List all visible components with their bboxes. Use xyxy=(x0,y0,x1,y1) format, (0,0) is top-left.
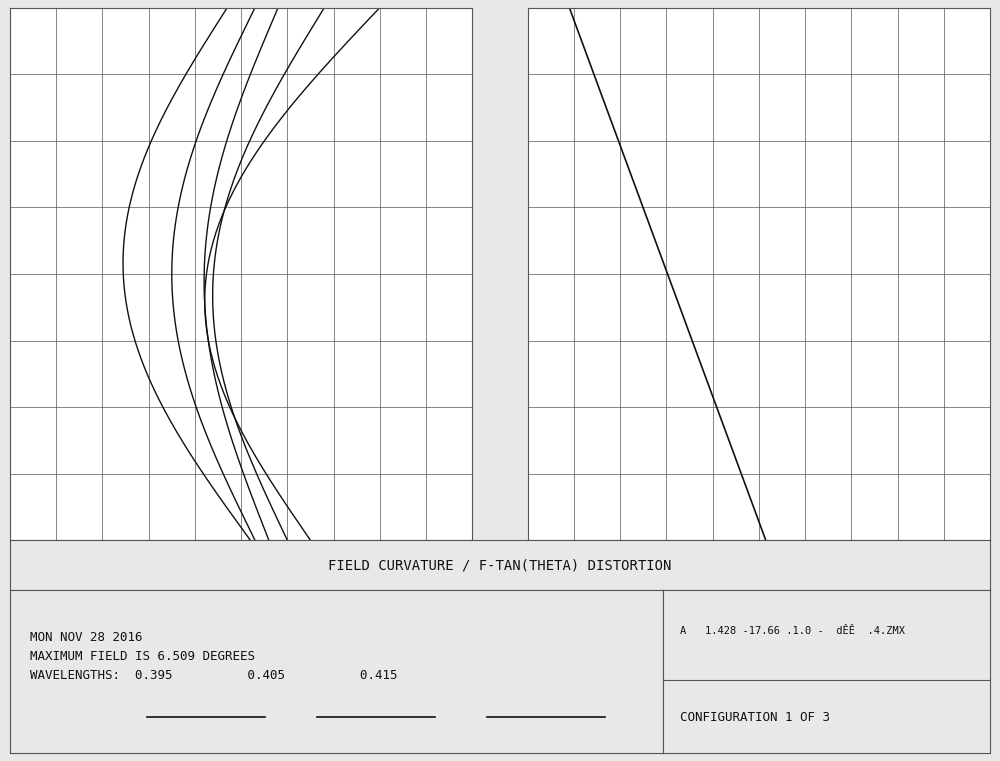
Text: 0: 0 xyxy=(755,559,762,569)
Text: PERCENT: PERCENT xyxy=(733,578,785,591)
Text: -0.05: -0.05 xyxy=(10,559,44,569)
Text: MILLIMETERS: MILLIMETERS xyxy=(200,578,282,591)
Text: -10: -10 xyxy=(528,559,548,569)
Text: 0.00: 0.00 xyxy=(228,559,255,569)
Text: A   1.428 -17.66 .1.0 -  dÊÊ  .4.ZMX: A 1.428 -17.66 .1.0 - dÊÊ .4.ZMX xyxy=(680,626,905,636)
Text: MON NOV 28 2016
MAXIMUM FIELD IS 6.509 DEGREES
WAVELENGTHS:  0.395          0.40: MON NOV 28 2016 MAXIMUM FIELD IS 6.509 D… xyxy=(30,631,397,682)
Text: 0.05: 0.05 xyxy=(445,559,472,569)
Text: FIELD CURVATURE / F-TAN(THETA) DISTORTION: FIELD CURVATURE / F-TAN(THETA) DISTORTIO… xyxy=(328,558,672,572)
Text: CONFIGURATION 1 OF 3: CONFIGURATION 1 OF 3 xyxy=(680,711,830,724)
Text: FIELD UNITS CHANGED TO FIELD ANGLE: FIELD UNITS CHANGED TO FIELD ANGLE xyxy=(10,597,222,607)
Text: 10: 10 xyxy=(976,559,990,569)
